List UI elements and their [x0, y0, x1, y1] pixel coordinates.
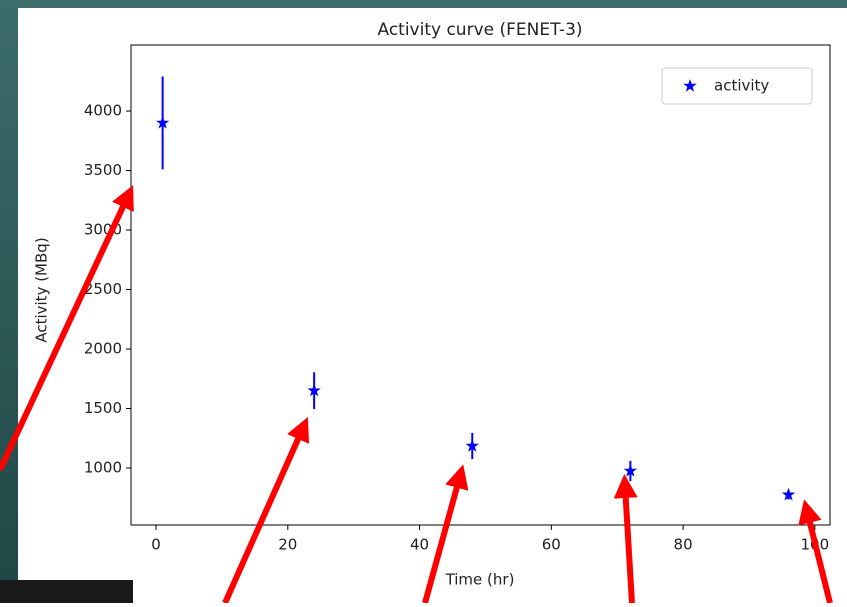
- y-tick-label: 1500: [84, 399, 122, 417]
- data-point: [156, 115, 170, 129]
- x-tick-label: 40: [410, 536, 429, 554]
- data-point: [781, 487, 796, 501]
- figure-background: [18, 8, 847, 603]
- x-axis-label: Time (hr): [445, 571, 515, 589]
- data-point: [307, 383, 321, 397]
- y-tick-label: 4000: [84, 102, 122, 120]
- x-tick-label: 60: [542, 536, 561, 554]
- y-tick-label: 3500: [84, 161, 122, 179]
- x-tick-label: 80: [674, 536, 693, 554]
- legend-label: activity: [714, 77, 769, 95]
- data-point: [465, 439, 479, 452]
- x-tick-label: 0: [151, 536, 161, 554]
- arrow: [422, 464, 469, 604]
- chart-title: Activity curve (FENET-3): [377, 20, 582, 40]
- arrow: [613, 474, 638, 604]
- photo-thumbnail: [0, 580, 133, 603]
- legend-box: [661, 67, 813, 105]
- x-tick-label: 20: [278, 536, 297, 554]
- y-tick-label: 2500: [84, 280, 122, 298]
- arrow: [798, 499, 833, 604]
- arrow: [0, 185, 134, 472]
- data-point: [623, 464, 637, 477]
- y-tick-label: 1000: [84, 459, 122, 477]
- y-axis-label: Activity (MBq): [33, 237, 51, 342]
- y-tick-label: 2000: [84, 340, 122, 358]
- plot: 0204060801001000150020002500300035004000…: [84, 44, 831, 554]
- legend-marker: [683, 79, 697, 92]
- plot-frame: [130, 44, 831, 526]
- annotation-arrows: [0, 185, 833, 605]
- arrow: [222, 417, 310, 605]
